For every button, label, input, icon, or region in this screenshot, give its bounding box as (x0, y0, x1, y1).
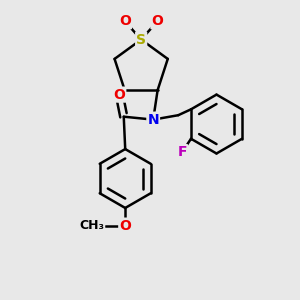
Text: N: N (147, 112, 159, 127)
Text: CH₃: CH₃ (80, 219, 105, 232)
Text: O: O (119, 14, 131, 28)
Text: O: O (119, 219, 131, 232)
Text: O: O (152, 14, 163, 28)
Text: F: F (177, 145, 187, 159)
Text: S: S (136, 33, 146, 46)
Text: O: O (113, 88, 125, 102)
